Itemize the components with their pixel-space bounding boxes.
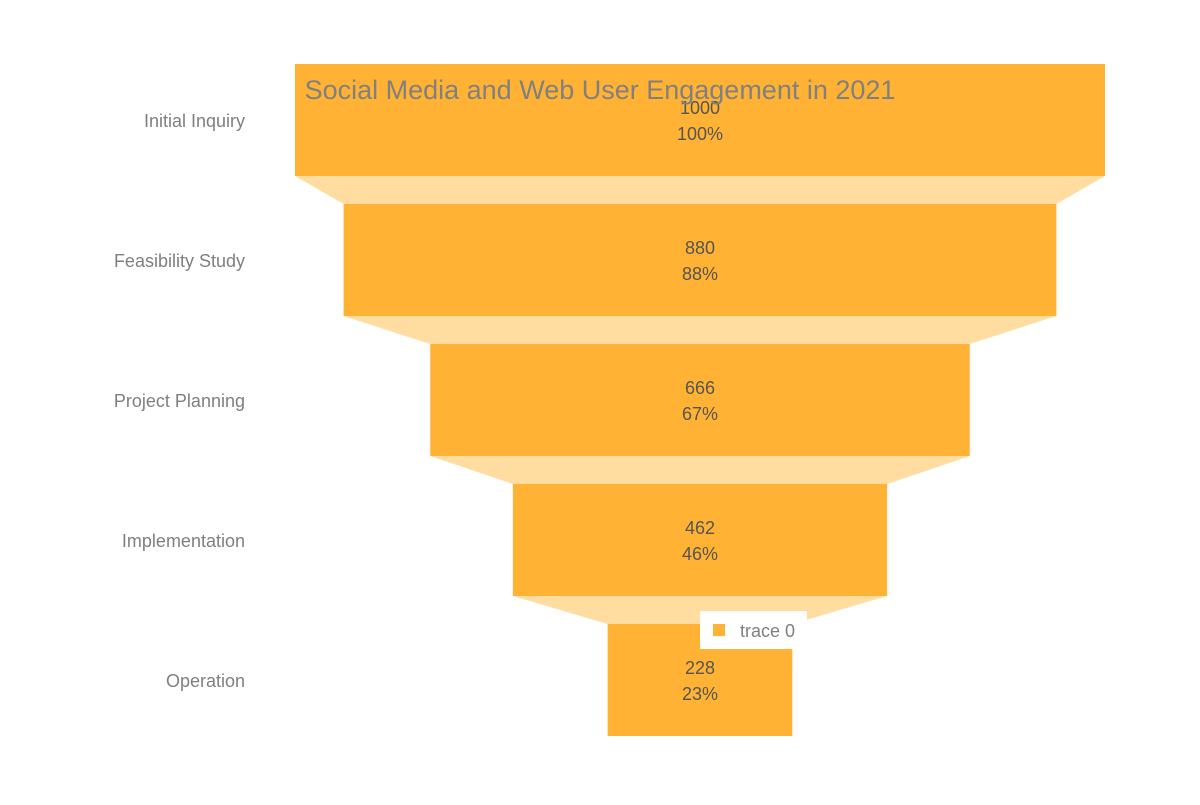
bars-layer (295, 64, 1105, 736)
value-labels-layer: 1000 100% 880 88% 666 67% 462 46% 228 23% (677, 98, 723, 704)
value-label-initial-inquiry: 1000 (680, 98, 720, 118)
category-tick-initial-inquiry: Initial Inquiry (144, 111, 245, 131)
legend-label-trace-0[interactable]: trace 0 (740, 621, 795, 641)
funnel-connector-1 (295, 176, 1105, 204)
value-label-operation: 228 (685, 658, 715, 678)
category-tick-operation: Operation (166, 671, 245, 691)
value-label-project-planning: 666 (685, 378, 715, 398)
funnel-bar-feasibility-study[interactable] (343, 204, 1057, 316)
percent-label-initial-inquiry: 100% (677, 124, 723, 144)
funnel-bar-implementation[interactable] (512, 484, 888, 596)
legend[interactable]: trace 0 (700, 611, 807, 649)
category-tick-project-planning: Project Planning (114, 391, 245, 411)
value-label-feasibility-study: 880 (685, 238, 715, 258)
percent-label-project-planning: 67% (682, 404, 718, 424)
category-tick-implementation: Implementation (122, 531, 245, 551)
category-tick-feasibility-study: Feasibility Study (114, 251, 245, 271)
connectors-layer (295, 176, 1105, 624)
percent-label-operation: 23% (682, 684, 718, 704)
percent-label-implementation: 46% (682, 544, 718, 564)
legend-swatch-trace-0[interactable] (713, 624, 725, 636)
category-axis: Initial Inquiry Feasibility Study Project … (114, 111, 245, 691)
value-label-implementation: 462 (685, 518, 715, 538)
funnel-connector-2 (343, 316, 1057, 344)
percent-label-feasibility-study: 88% (682, 264, 718, 284)
funnel-bar-initial-inquiry[interactable] (295, 64, 1105, 176)
funnel-bar-project-planning[interactable] (430, 344, 970, 456)
chart-title: Social Media and Web User Engagement in … (305, 75, 896, 105)
funnel-connector-3 (430, 456, 970, 484)
